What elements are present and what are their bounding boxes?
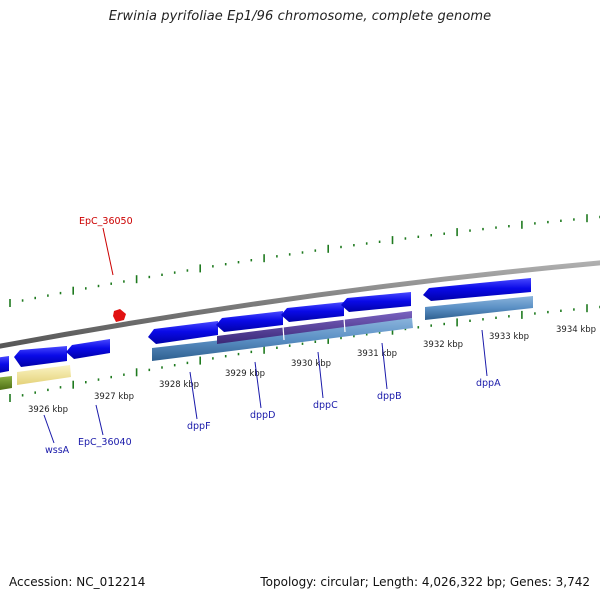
scale-label: 3929 kbp [225,369,265,379]
feature-divider [343,317,346,333]
gene-arrow[interactable] [216,311,283,332]
scale-label: 3932 kbp [423,340,463,350]
feature-block[interactable] [17,365,71,385]
upper-tick-track [9,214,600,307]
scale-label: 3934 kbp [556,325,596,335]
upper-gene-row [0,278,531,374]
gene-label-dppA[interactable]: dppA [476,378,501,389]
scale-label: 3933 kbp [489,332,529,342]
map-title: Erwinia pyrifoliae Ep1/96 chromosome, co… [108,9,492,24]
gene-label-EpC_36040[interactable]: EpC_36040 [78,437,132,448]
scale-label: 3928 kbp [159,380,199,390]
gene-label-EpC_36050[interactable]: EpC_36050 [79,216,133,227]
gene-label-dppF[interactable]: dppF [187,421,211,432]
gene-arrow[interactable] [148,321,218,344]
genome-backbone [0,260,600,349]
lower-tick-track [9,304,600,402]
gene-label-dppC[interactable]: dppC [313,400,338,411]
gene-label-wssA[interactable]: wssA [45,445,70,456]
feature-block[interactable] [0,376,12,391]
feature-block[interactable] [217,311,412,344]
feature-block[interactable] [425,296,533,320]
lower-feature-row [0,296,533,391]
feature-block[interactable] [152,318,413,361]
label-leader-lines [43,227,488,444]
gene-label-dppB[interactable]: dppB [377,391,402,402]
gene-arrow[interactable] [14,346,67,367]
gene-label-dppD[interactable]: dppD [250,410,275,421]
scale-labels: 3926 kbp 3927 kbp 3928 kbp 3929 kbp 3930… [28,325,596,415]
scale-label: 3926 kbp [28,405,68,415]
scale-label: 3930 kbp [291,359,331,369]
gene-arrow[interactable] [281,302,344,322]
gene-arrow[interactable] [423,278,531,301]
scale-label: 3931 kbp [357,349,397,359]
accession-text: Accession: NC_012214 [9,575,146,589]
scale-label: 3927 kbp [94,392,134,402]
feature-divider [282,325,285,341]
gene-labels: EpC_36050 wssA EpC_36040 dppF dppD dppC … [45,216,501,456]
gene-arrow[interactable] [66,339,110,359]
red-feature-marker[interactable] [113,309,126,322]
gene-arrow[interactable] [0,356,9,374]
topology-text: Topology: circular; Length: 4,026,322 bp… [260,575,590,589]
gene-arrow[interactable] [341,292,411,312]
